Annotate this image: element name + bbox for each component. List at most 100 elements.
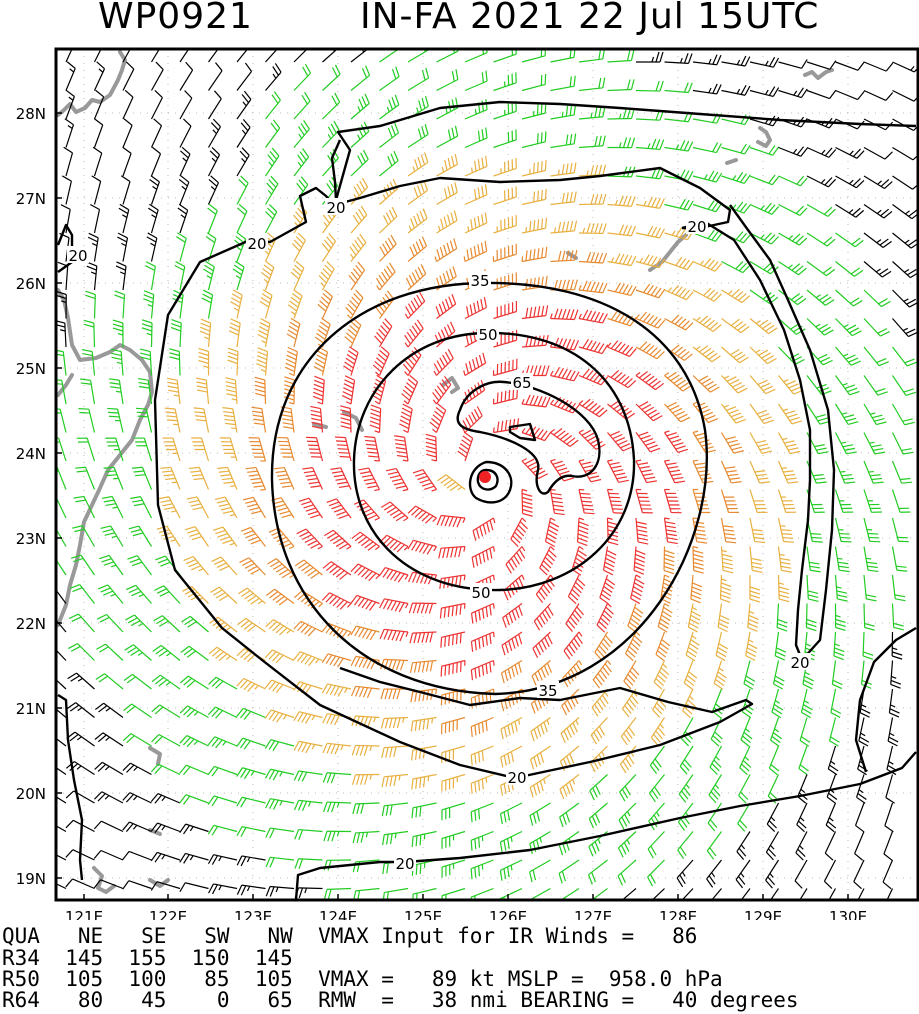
wind-barb [349,233,367,262]
wind-barb [619,774,637,802]
wind-barb [578,77,606,92]
wind-barb [352,830,380,844]
longitude-labels: 121E 122E 123E 124E 125E 126E 127E 128E 129E 130E [65,894,867,920]
wind-barb [56,678,67,690]
wind-barb [664,140,694,152]
wind-barb [463,352,487,377]
wind-barb [425,433,438,462]
wind-barb [606,459,629,483]
wind-barb [385,467,409,492]
wind-barb [441,859,466,878]
wind-barb [635,341,665,360]
wind-barb [863,375,888,396]
wind-barb [317,289,333,319]
wind-barb [529,859,551,883]
wind-barb [350,177,369,205]
wind-barb [492,358,518,377]
lat-label: 19N [16,870,46,888]
wind-barb [719,574,732,603]
wind-barb [394,435,409,462]
wind-barb [892,232,918,249]
wind-barb [607,430,633,452]
wind-barb [493,72,517,92]
wind-barb [411,830,437,848]
wind-barb [578,223,607,235]
wind-barb [139,348,153,376]
wind-barb [72,525,96,547]
wind-barb [158,496,181,519]
wind-barb [179,764,209,776]
wind-barb [178,175,190,205]
wind-barb [777,460,799,484]
wind-barb [181,615,209,633]
wind-barb [493,186,517,206]
wind-barb [471,545,496,568]
wind-barb [692,375,720,393]
wind-barb [806,60,837,70]
wind-barb [374,318,393,348]
wind-barb [101,495,124,519]
wind-barb [550,396,580,414]
wind-barb [145,261,156,291]
wind-barb [806,175,837,188]
wind-barb [835,289,863,307]
wind-barb [312,375,325,405]
wind-barb [230,289,243,319]
wind-barb [521,74,547,92]
wind-barb [345,289,364,319]
wind-barb [749,232,780,245]
wind-map: 20 20 20 20 20 20 20 35 35 50 50 65 28N 27N 26N 25N 24N… [16,47,919,920]
wind-barb [777,546,792,573]
lat-label: 25N [16,360,46,378]
wind-barb [778,175,808,187]
wind-barb [166,377,181,405]
wind-barb [294,887,323,899]
wind-barb [379,122,400,148]
wind-barb [618,802,637,830]
wind-barb [411,802,437,819]
wind-barb [737,802,751,832]
wind-barb [739,745,752,776]
wind-barb [500,659,523,684]
wind-barb [550,133,577,149]
wind-barb [207,765,238,777]
wind-barb [378,566,409,583]
wind-barb [264,679,295,694]
wind-barb [208,676,238,690]
wind-barb [738,774,751,804]
wind-barb [778,232,808,246]
wind-barb [863,346,889,367]
wind-barb [770,717,783,747]
wind-barb [635,488,653,514]
wind-barb [380,716,409,729]
wind-barb [892,146,918,161]
wind-barb [207,175,220,205]
wind-barb [93,89,105,120]
wind-barb [350,563,380,582]
wind-barb [207,736,238,749]
wind-barb [105,437,124,462]
wind-barb [352,773,380,785]
wind-barb [179,61,194,91]
wind-barb [264,175,279,205]
wind-barb [436,210,458,234]
wind-barb [115,261,127,291]
wind-barb [381,802,409,817]
wind-barb [436,182,458,206]
wind-barb [749,174,780,186]
wind-barb [539,546,557,576]
wind-barb [663,488,682,514]
wind-barb [404,291,426,319]
wind-barb [83,319,96,348]
wind-barb [239,557,266,576]
wind-barb [891,574,906,602]
wind-barb [350,205,368,234]
wind-barb [777,432,801,455]
wind-barb [236,767,266,780]
wind-barb [599,574,616,605]
wind-barb [863,89,894,101]
wind-barb [207,118,221,148]
wind-barb [493,272,517,291]
contour-label: 35 [469,271,491,290]
wind-barb [65,49,73,63]
